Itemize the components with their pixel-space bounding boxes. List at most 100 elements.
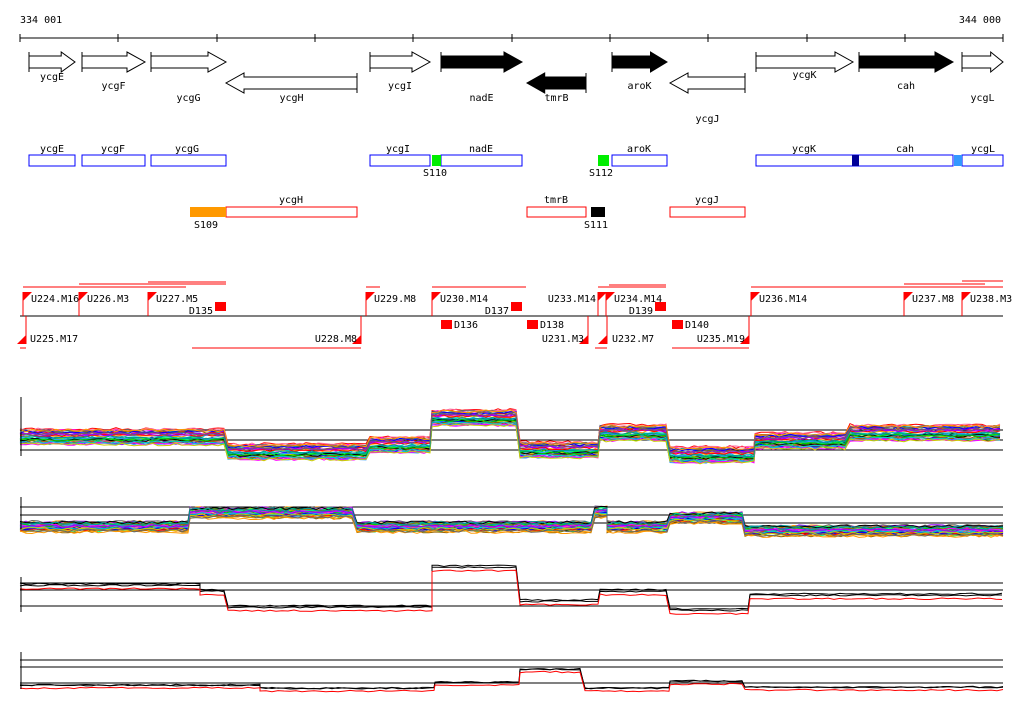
gene-arrow-icon	[961, 50, 1004, 74]
tu-box-ycgL	[961, 154, 1004, 167]
gene-ycgL: ycgL	[961, 50, 1004, 104]
segment-label: U236.M14	[759, 294, 807, 305]
downshift-marker	[655, 302, 666, 311]
segment-label: U225.M17	[30, 334, 78, 345]
segment-flag-icon	[598, 335, 607, 344]
segment-flag-icon	[366, 292, 375, 301]
tu-box-tmrB	[526, 206, 587, 218]
gene-ycgJ: ycgJ	[668, 72, 746, 125]
segment-label: U232.M7	[612, 334, 654, 345]
site-marker-S109	[190, 207, 226, 217]
expression-series-line	[19, 569, 1003, 615]
segment-flag-icon	[79, 292, 88, 301]
tu-box-aroK	[611, 154, 668, 167]
expression-series-line	[19, 423, 1001, 465]
tu-label-ycgJ: ycgJ	[695, 195, 719, 206]
downshift-label: D135	[189, 306, 213, 317]
expression-series-line	[19, 507, 1004, 530]
gene-label: aroK	[627, 81, 651, 92]
cah-marker	[852, 155, 859, 166]
tu-label-ycgK: ycgK	[792, 144, 816, 155]
tu-box-ycgJ	[669, 206, 746, 218]
tu-label-ycgF: ycgF	[101, 144, 125, 155]
gene-ycgF: ycgF	[81, 51, 147, 92]
tu-box-ycgH	[225, 206, 358, 218]
segment-flag-icon	[598, 292, 607, 301]
gene-cah: cah	[858, 51, 955, 92]
gene-tmrB: tmrB	[525, 72, 587, 104]
gene-arrow-icon	[224, 72, 358, 94]
expression-tracks	[19, 397, 1004, 693]
gene-label: nadE	[469, 93, 493, 104]
expression-series-line	[19, 514, 1004, 537]
segment-flag-icon	[148, 292, 157, 301]
segment-label: U230.M14	[440, 294, 488, 305]
gene-nadE: nadE	[440, 51, 524, 104]
site-marker-S110	[432, 155, 441, 166]
downshift-label: D136	[454, 320, 478, 331]
segment-label: U228.M8	[315, 334, 357, 345]
site-label: S109	[194, 220, 218, 231]
downshift-label: D140	[685, 320, 709, 331]
segment-flag-icon	[606, 292, 615, 301]
transcription-unit-track: ycgE ycgF ycgG ycgI nadE aroK ycgK cah ycgL ycgH t…	[28, 144, 1004, 231]
tu-label-cah: cah	[896, 144, 914, 155]
downshift-label: D139	[629, 306, 653, 317]
segment-flag-icon	[352, 335, 361, 344]
expression-series-line	[19, 412, 1001, 454]
gene-arrow-icon	[755, 51, 855, 73]
downshift-marker	[672, 320, 683, 329]
ruler-ticks	[19, 34, 1004, 42]
site-marker-S111	[591, 207, 605, 217]
gene-label: cah	[897, 81, 915, 92]
segment-flag-icon	[751, 292, 760, 301]
gene-label: tmrB	[544, 93, 568, 104]
site-label: S112	[589, 168, 613, 179]
ycgL-marker	[954, 155, 962, 166]
segment-label: U231.M3	[542, 334, 584, 345]
expression-series-line	[19, 423, 1001, 464]
gene-arrow-icon	[668, 72, 746, 94]
expression-series-line	[19, 515, 1004, 538]
gene-ycgG: ycgG	[150, 51, 228, 104]
gene-label: ycgL	[970, 93, 994, 104]
segment-flag-icon	[432, 292, 441, 301]
expression-series-line	[19, 508, 1004, 532]
tu-label-ycgH: ycgH	[279, 195, 303, 206]
tu-label-ycgI: ycgI	[386, 144, 410, 155]
tu-label-aroK: aroK	[627, 144, 651, 155]
tu-label-ycgG: ycgG	[175, 144, 199, 155]
position-ruler: 334 001 344 000	[19, 15, 1004, 42]
segment-label: U235.M19	[697, 334, 745, 345]
tu-label-nadE: nadE	[469, 144, 493, 155]
site-marker-S112	[598, 155, 609, 166]
expression-panel-2	[19, 497, 1004, 538]
expression-panel-3	[19, 564, 1003, 615]
segment-label: U226.M3	[87, 294, 129, 305]
expression-series-line	[19, 418, 1001, 460]
tu-box-ycgF	[81, 154, 146, 167]
expression-series-line	[19, 670, 1004, 693]
gene-label: ycgH	[279, 93, 303, 104]
gene-arrow-icon	[440, 51, 524, 73]
segment-track: U224.M16 U226.M3 U227.M5 U229.M8 U230.M14 U23…	[17, 280, 1012, 349]
segment-label: U237.M8	[912, 294, 954, 305]
segment-flag-icon	[740, 335, 749, 344]
ruler-end-label: 344 000	[959, 15, 1001, 26]
gene-label: ycgK	[792, 70, 816, 81]
expression-series-line	[19, 409, 1001, 451]
segment-label: U238.M3	[970, 294, 1012, 305]
gene-arrow-icon	[81, 51, 147, 73]
downshift-marker	[511, 302, 522, 311]
gene-arrow-icon	[369, 51, 432, 73]
tu-label-tmrB: tmrB	[544, 195, 568, 206]
segment-flag-icon	[17, 335, 26, 344]
gene-ycgK: ycgK	[755, 51, 855, 81]
gene-label: ycgE	[40, 72, 64, 83]
segment-flag-icon	[962, 292, 971, 301]
site-label: S110	[423, 168, 447, 179]
site-label: S111	[584, 220, 608, 231]
segment-label: U233.M14	[548, 294, 596, 305]
tu-box-nadE	[440, 154, 523, 167]
